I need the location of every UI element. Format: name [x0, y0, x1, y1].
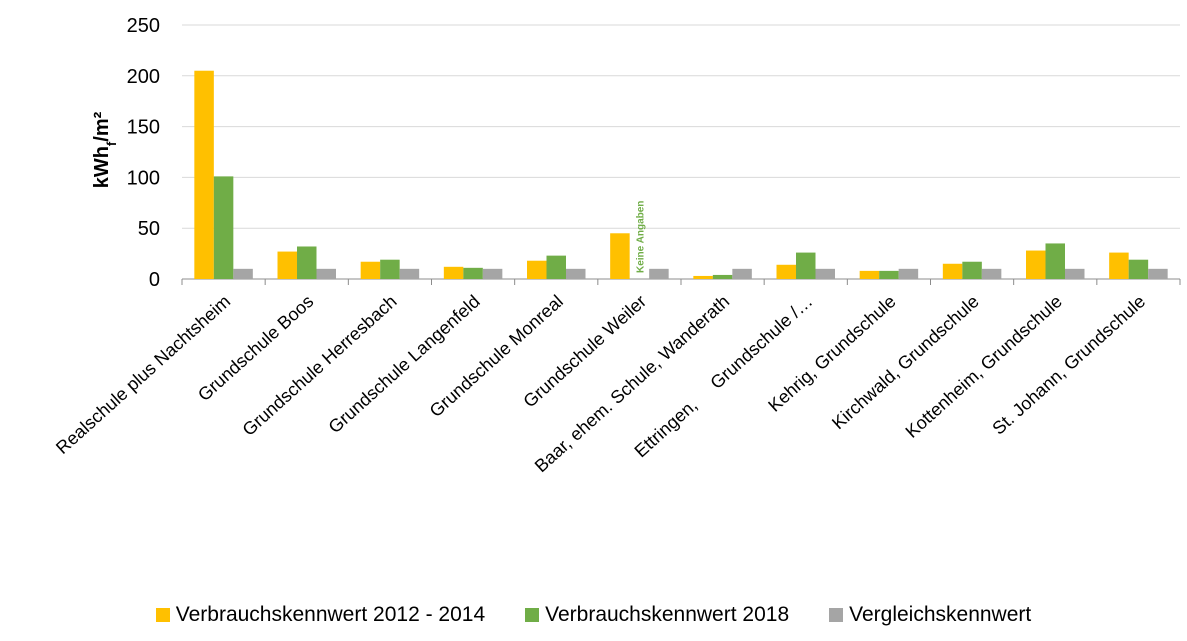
- x-tick-label: Realschule plus Nachtsheim: [52, 291, 234, 458]
- x-tick-label: Kottenheim, Grundschule: [902, 291, 1066, 442]
- bar-vergleich: [399, 268, 420, 279]
- legend-item-vergleich: Vergleichskennwert: [829, 603, 1031, 627]
- bar-verbrauch-2018: [1128, 259, 1149, 279]
- bar-vergleich: [1148, 268, 1168, 279]
- legend-label: Verbrauchskennwert 2018: [545, 603, 790, 626]
- bar-verbrauch-2018: [879, 270, 899, 279]
- y-axis-ticks: 0 50 100 150 200 250: [127, 15, 160, 291]
- bar-verbrauch-2018: [297, 246, 317, 279]
- bar-verbrauch-2012-2014: [1026, 250, 1046, 279]
- bar-verbrauch-2012-2014: [1109, 252, 1129, 279]
- legend-label: Vergleichskennwert: [849, 603, 1032, 626]
- y-axis-label: kWhf/m²: [91, 111, 119, 188]
- bar-verbrauch-2018: [712, 274, 733, 279]
- y-tick-label: 200: [127, 66, 160, 88]
- bar-vergleich: [981, 268, 1002, 279]
- bar-verbrauch-2012-2014: [443, 266, 464, 279]
- bar-vergleich: [732, 268, 752, 279]
- bar-verbrauch-2012-2014: [610, 233, 630, 279]
- bar-verbrauch-2012-2014: [693, 275, 713, 279]
- bar-vergleich: [649, 268, 669, 279]
- gridlines: [181, 24, 1181, 285]
- bar-verbrauch-2012-2014: [194, 70, 214, 279]
- bar-chart: 0 50 100 150 200 250 Realschule plus Nachtshe…: [52, 15, 1181, 476]
- x-tick-label: Ettringen, Grundschule /…: [631, 291, 817, 461]
- x-tick-label: Grundschule Herresbach: [239, 291, 401, 440]
- bar-verbrauch-2012-2014: [360, 261, 381, 279]
- x-tick-label: Grundschule Langenfeld: [325, 291, 484, 437]
- bar-vergleich: [233, 268, 253, 279]
- legend-item-verbrauch-2012-2014: Verbrauchskennwert 2012 - 2014: [155, 603, 486, 627]
- y-tick-label: 100: [127, 167, 160, 189]
- y-tick-label: 0: [149, 269, 160, 291]
- legend-swatch: [525, 608, 540, 622]
- bar-verbrauch-2012-2014: [277, 251, 297, 279]
- bar-verbrauch-2018: [962, 261, 982, 279]
- y-tick-label: 150: [127, 117, 160, 139]
- bar-verbrauch-2018: [380, 259, 400, 279]
- annotations: Keine Angaben: [635, 201, 646, 273]
- bars: [194, 70, 1168, 279]
- bar-verbrauch-2018: [213, 176, 234, 279]
- x-tick-label: Grundschule Monreal: [426, 291, 567, 421]
- bar-verbrauch-2012-2014: [859, 270, 880, 279]
- bar-verbrauch-2018: [463, 267, 483, 279]
- bar-vergleich: [482, 268, 503, 279]
- bar-vergleich: [898, 268, 919, 279]
- bar-vergleich: [1065, 268, 1085, 279]
- legend-swatch: [155, 608, 170, 622]
- bar-verbrauch-2012-2014: [527, 260, 547, 279]
- bar-verbrauch-2018: [796, 252, 816, 279]
- bar-verbrauch-2012-2014: [942, 263, 963, 279]
- bar-verbrauch-2018: [1045, 243, 1065, 279]
- annotation-keine-angaben: Keine Angaben: [635, 201, 646, 273]
- x-tick-label: Kirchwald, Grundschule: [828, 291, 983, 433]
- bar-vergleich: [316, 268, 336, 279]
- x-tick-label: St. Johann, Grundschule: [988, 291, 1149, 438]
- y-tick-label: 250: [127, 15, 160, 37]
- bar-vergleich: [566, 268, 586, 279]
- y-tick-label: 50: [138, 218, 160, 240]
- legend-item-verbrauch-2018: Verbrauchskennwert 2018: [525, 603, 789, 627]
- legend: Verbrauchskennwert 2012 - 2014 Verbrauch…: [0, 603, 1187, 627]
- bar-vergleich: [815, 268, 835, 279]
- bar-verbrauch-2012-2014: [776, 264, 796, 279]
- bar-verbrauch-2018: [546, 255, 566, 279]
- legend-label: Verbrauchskennwert 2012 - 2014: [175, 603, 486, 626]
- legend-swatch: [829, 608, 844, 622]
